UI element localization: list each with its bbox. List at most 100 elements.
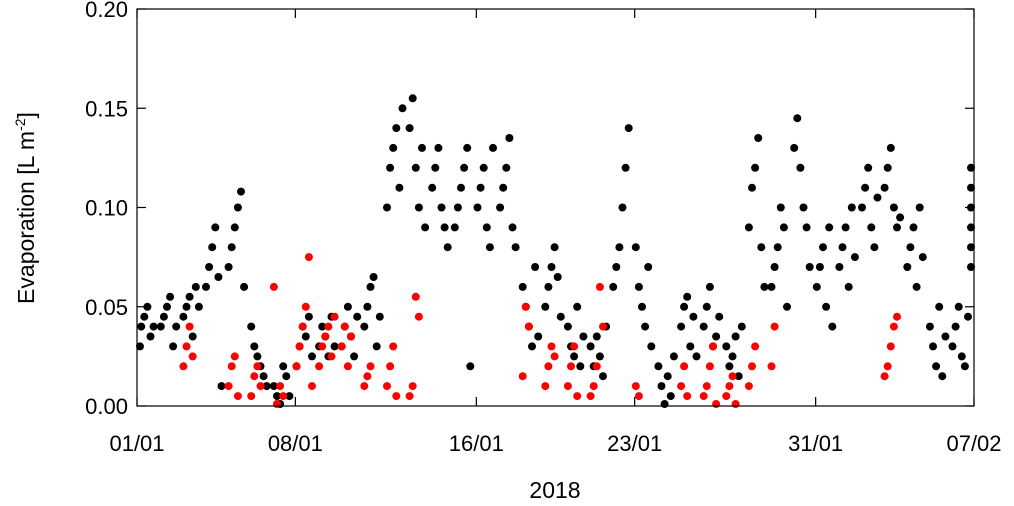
data-point (182, 342, 191, 351)
data-point (889, 203, 898, 212)
data-point (250, 342, 259, 351)
data-point (699, 392, 708, 401)
data-point (233, 203, 242, 212)
data-point (541, 382, 550, 391)
data-point (337, 342, 346, 351)
data-point (547, 263, 556, 271)
data-point (666, 392, 675, 401)
data-point (567, 362, 575, 371)
data-point (146, 332, 155, 341)
data-point (330, 312, 339, 321)
data-point (702, 382, 711, 391)
data-point (524, 322, 533, 331)
data-point (389, 143, 398, 152)
data-point (744, 223, 753, 232)
data-point (295, 342, 304, 351)
data-point (728, 352, 737, 361)
data-point (182, 302, 191, 311)
data-point (343, 302, 352, 311)
data-point (938, 372, 947, 381)
data-point (906, 243, 915, 252)
data-point (256, 382, 265, 391)
data-point (233, 392, 242, 401)
data-point (802, 223, 811, 232)
data-point (589, 382, 598, 391)
data-point (224, 382, 233, 391)
data-point (443, 243, 452, 252)
data-point (612, 263, 621, 271)
data-point (929, 342, 937, 351)
x-tick-label: 07/02 (946, 431, 1001, 456)
axis-ticks (136, 8, 975, 407)
data-point (870, 243, 879, 252)
data-point (408, 382, 417, 391)
data-point (773, 243, 782, 252)
data-point (541, 302, 550, 311)
data-point (460, 163, 469, 172)
data-point (350, 352, 359, 361)
data-point (279, 362, 288, 371)
data-point (770, 263, 779, 271)
data-point (544, 362, 553, 371)
data-point (573, 302, 582, 311)
data-point (644, 263, 653, 271)
data-point (815, 263, 824, 271)
data-point (909, 223, 918, 232)
data-point (683, 292, 692, 301)
data-point (712, 400, 721, 408)
data-point (702, 302, 711, 311)
data-point (149, 322, 158, 331)
data-point (318, 322, 327, 331)
data-point (918, 253, 927, 262)
data-point (247, 392, 256, 401)
x-axis-title: 2018 (529, 477, 580, 503)
data-point (227, 243, 236, 252)
data-point (805, 263, 814, 271)
data-point (383, 203, 391, 212)
data-point (731, 332, 740, 341)
data-point (179, 312, 188, 321)
data-point (951, 322, 960, 331)
data-point (799, 203, 808, 212)
data-point (631, 382, 640, 391)
data-point (304, 312, 313, 321)
data-point (489, 143, 497, 152)
data-point (586, 392, 595, 401)
data-point (896, 213, 905, 222)
data-point (418, 143, 426, 152)
data-point (556, 312, 565, 321)
data-point (592, 362, 601, 371)
data-point (372, 342, 381, 351)
data-point (669, 352, 678, 361)
data-point (386, 362, 395, 371)
data-point (592, 332, 601, 341)
data-point (330, 342, 339, 351)
data-point (873, 193, 882, 202)
data-point (705, 282, 714, 291)
data-point (431, 163, 440, 172)
data-point (457, 183, 465, 192)
data-point (188, 352, 197, 361)
data-point (886, 342, 895, 351)
data-point (783, 302, 791, 311)
data-point (744, 382, 753, 391)
data-point (941, 332, 950, 341)
data-point (411, 163, 420, 172)
data-point (405, 392, 414, 401)
data-point (253, 362, 262, 371)
data-point (366, 282, 375, 291)
data-point (586, 342, 595, 351)
data-point (343, 362, 352, 371)
data-point (867, 223, 876, 232)
data-point (883, 362, 892, 371)
data-point (844, 282, 853, 291)
data-point (292, 362, 301, 371)
data-point (880, 183, 889, 192)
data-point (437, 203, 446, 212)
data-point (276, 382, 285, 391)
data-point (967, 183, 975, 192)
data-point (654, 362, 663, 371)
data-point (893, 223, 901, 232)
data-point (948, 342, 957, 351)
data-point (259, 372, 268, 381)
